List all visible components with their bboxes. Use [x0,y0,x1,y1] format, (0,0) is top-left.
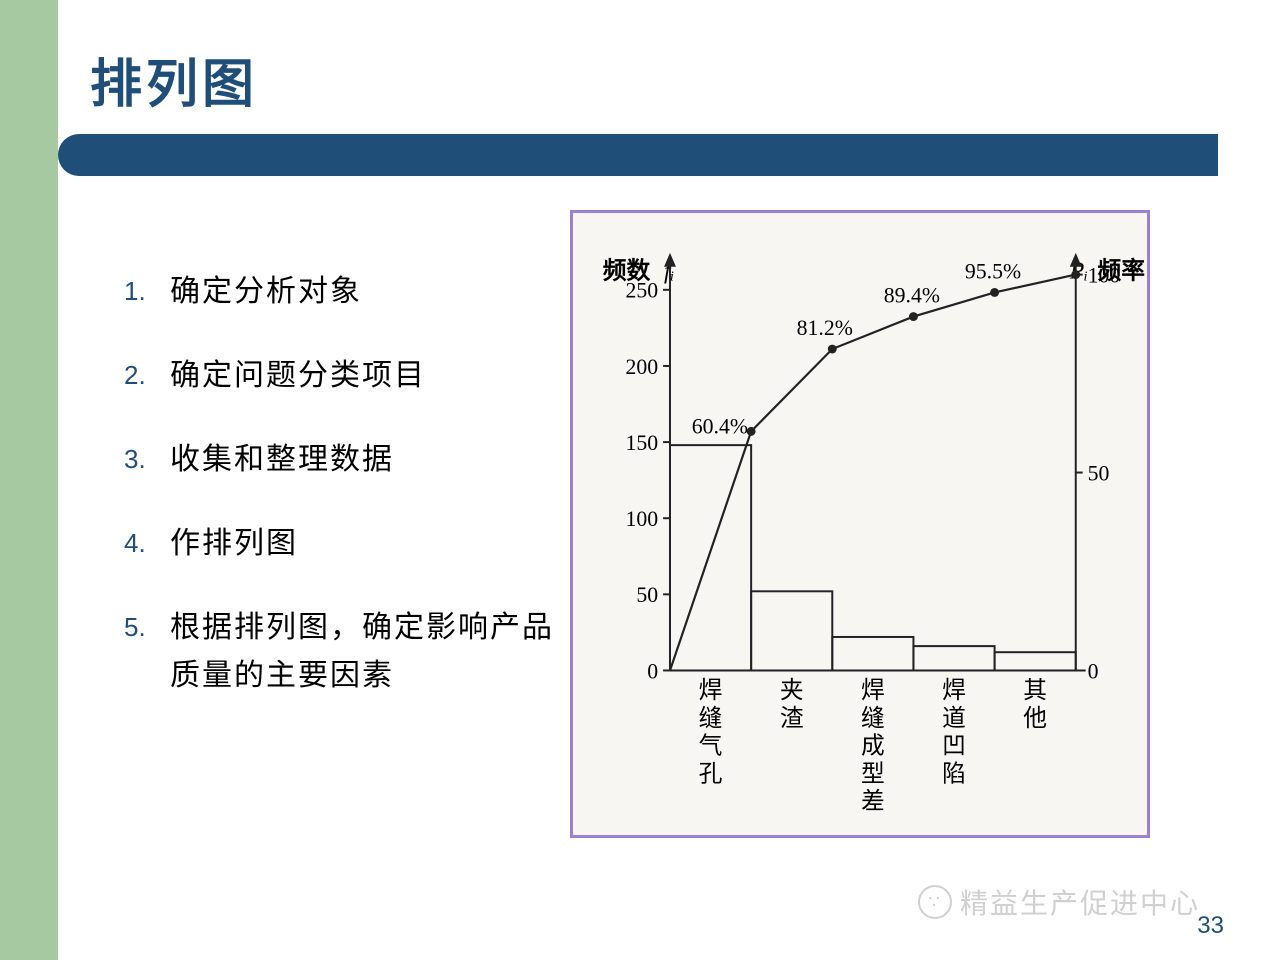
svg-text:0: 0 [647,659,658,683]
svg-text:其: 其 [1023,677,1047,704]
svg-text:89.4%: 89.4% [884,284,940,308]
svg-text:陷: 陷 [942,760,966,787]
svg-text:0: 0 [1088,659,1099,683]
list-number: 2. [124,352,170,397]
svg-text:100: 100 [1088,264,1121,288]
list-number: 3. [124,436,170,481]
svg-text:缝: 缝 [861,705,885,732]
svg-text:焊: 焊 [699,677,723,704]
svg-text:60.4%: 60.4% [692,414,748,438]
watermark: ∵ 精益生产促进中心 [918,882,1200,922]
svg-text:孔: 孔 [699,761,723,787]
svg-text:气: 气 [699,733,723,760]
list-text: 确定问题分类项目 [170,352,426,400]
svg-text:差: 差 [861,788,885,815]
pareto-svg: 频数fᵢ频率Pᵢ05010015020025005010060.4%81.2%8… [573,213,1147,835]
svg-text:50: 50 [636,583,658,607]
list-item: 3. 收集和整理数据 [124,436,564,484]
svg-text:型: 型 [861,760,885,787]
watermark-text: 精益生产促进中心 [960,882,1200,922]
svg-text:焊: 焊 [861,677,885,704]
svg-text:100: 100 [625,507,658,531]
list-item: 2. 确定问题分类项目 [124,352,564,400]
slide-title: 排列图 [90,42,258,117]
list-item: 1. 确定分析对象 [124,268,564,316]
page-number: 33 [1197,912,1224,940]
svg-text:95.5%: 95.5% [965,260,1021,284]
svg-text:焊: 焊 [942,677,966,704]
list-text: 根据排列图，确定影响产品质量的主要因素 [170,604,564,700]
svg-text:凹: 凹 [942,734,966,760]
svg-text:150: 150 [625,431,658,455]
list-text: 作排列图 [170,520,298,568]
list-item: 5. 根据排列图，确定影响产品质量的主要因素 [124,604,564,700]
title-bar [58,134,1218,176]
svg-text:250: 250 [625,279,658,303]
list-number: 1. [124,268,170,313]
svg-text:81.2%: 81.2% [797,316,853,340]
svg-text:成: 成 [861,733,885,760]
list-number: 4. [124,520,170,565]
wechat-icon: ∵ [918,885,952,919]
svg-text:他: 他 [1023,705,1047,732]
svg-text:道: 道 [942,705,966,732]
svg-text:50: 50 [1088,461,1110,485]
pareto-chart: 频数fᵢ频率Pᵢ05010015020025005010060.4%81.2%8… [570,210,1150,838]
svg-text:夹: 夹 [780,677,804,704]
list-number: 5. [124,604,170,649]
svg-text:200: 200 [625,355,658,379]
left-stripe [0,0,58,960]
list-text: 收集和整理数据 [170,436,394,484]
list-text: 确定分析对象 [170,268,362,316]
steps-list: 1. 确定分析对象 2. 确定问题分类项目 3. 收集和整理数据 4. 作排列图… [124,268,564,736]
list-item: 4. 作排列图 [124,520,564,568]
svg-text:缝: 缝 [699,705,723,732]
svg-text:渣: 渣 [780,705,804,732]
